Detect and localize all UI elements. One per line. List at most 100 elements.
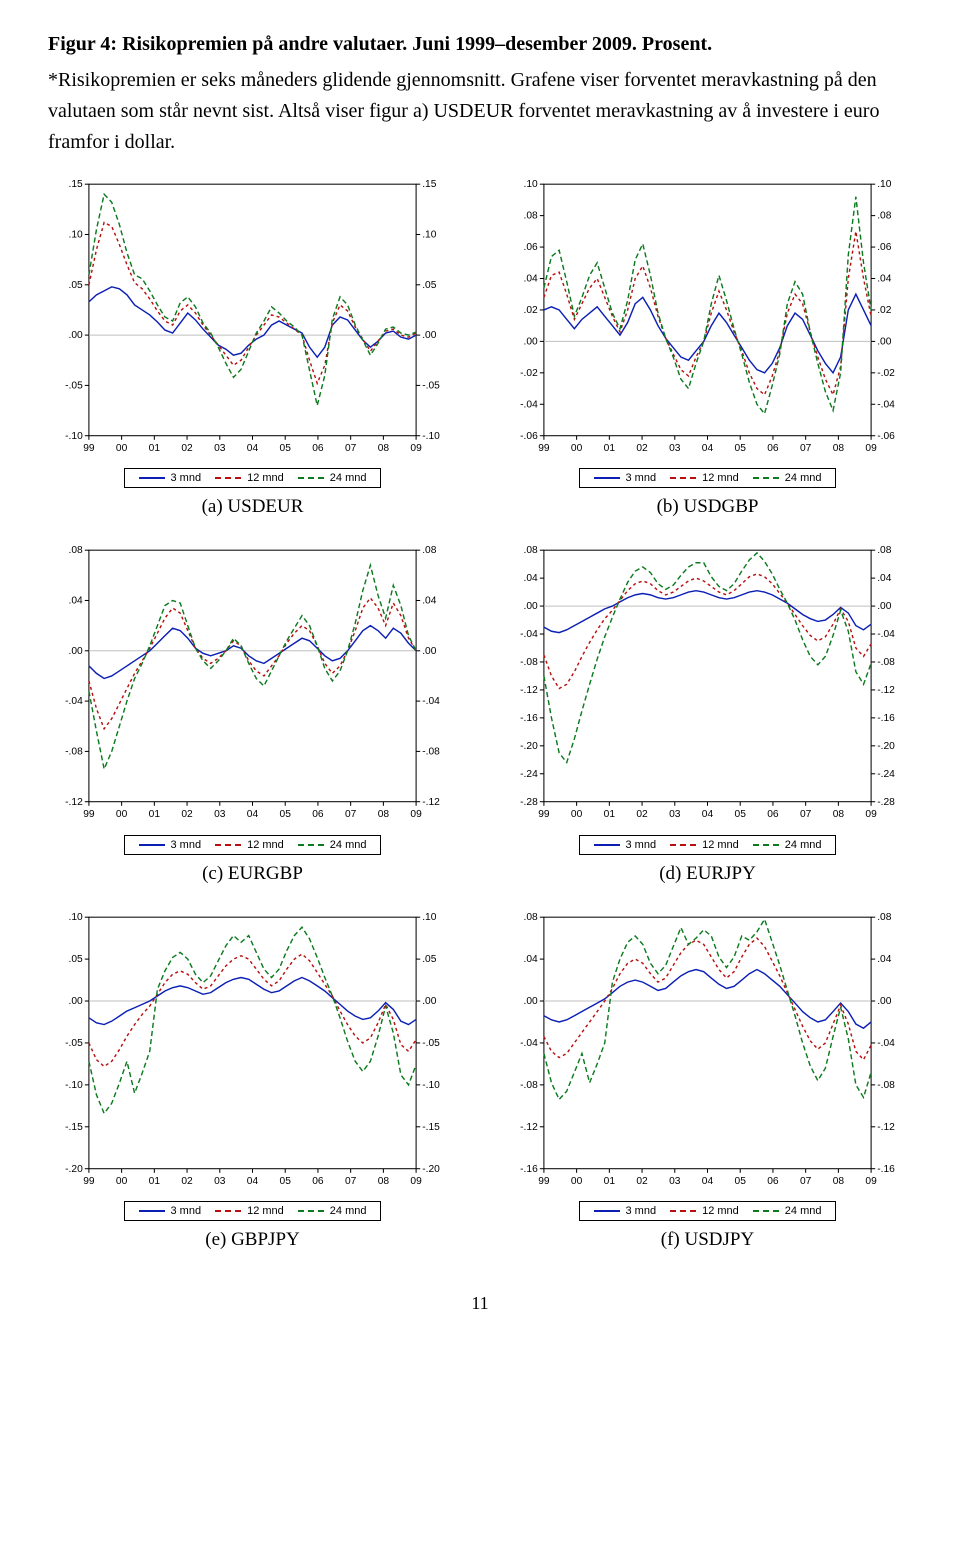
svg-text:.10: .10 [69, 230, 84, 241]
svg-text:00: 00 [571, 443, 583, 454]
legend-label-m3: 3 mnd [171, 472, 202, 484]
svg-text:00: 00 [571, 1176, 583, 1187]
legend-item-m24: 24 mnd [298, 1205, 367, 1217]
chart-svg-usdeur: -.10-.10-.05-.05.00.00.05.05.10.10.15.15… [48, 176, 457, 462]
legend-item-m24: 24 mnd [753, 472, 822, 484]
svg-text:-.16: -.16 [520, 713, 538, 724]
chart-eurgbp: -.12-.12-.08-.08-.04-.04.00.00.04.04.08.… [48, 542, 457, 890]
svg-text:-.12: -.12 [65, 797, 83, 808]
svg-text:-.10: -.10 [422, 1080, 440, 1091]
legend-eurgbp: 3 mnd12 mnd24 mnd [124, 835, 382, 855]
subcaption-eurjpy: (d) EURJPY [503, 863, 912, 885]
legend-swatch-m24 [298, 1210, 324, 1212]
svg-text:03: 03 [669, 809, 681, 820]
legend-label-m3: 3 mnd [626, 472, 657, 484]
svg-text:.05: .05 [69, 280, 84, 291]
legend-usdjpy: 3 mnd 12 mnd 24 mnd [579, 1201, 837, 1221]
svg-text:03: 03 [669, 443, 681, 454]
legend-item-m3: 3 mnd [594, 472, 657, 484]
svg-text:08: 08 [833, 1176, 845, 1187]
svg-text:-.05: -.05 [65, 380, 83, 391]
svg-text:.08: .08 [877, 211, 892, 222]
legend-label-m12: 12 mnd [247, 472, 284, 484]
svg-text:07: 07 [345, 443, 357, 454]
svg-text:-.05: -.05 [65, 1038, 83, 1049]
legend-swatch-m24 [753, 477, 779, 479]
legend-swatch-m3 [139, 477, 165, 479]
chart-svg-usdgbp: -.06-.06-.04-.04-.02-.02.00.00.02.02.04.… [503, 176, 912, 462]
svg-text:.10: .10 [69, 912, 84, 923]
legend-swatch-m3 [594, 477, 620, 479]
svg-text:.00: .00 [69, 996, 84, 1007]
svg-text:-.12: -.12 [520, 1121, 538, 1132]
svg-text:08: 08 [833, 443, 845, 454]
svg-text:05: 05 [280, 1176, 292, 1187]
svg-text:06: 06 [767, 443, 779, 454]
charts-grid: -.10 -.10 -.05 -.05 .00 .00 .05 .05 .10 .10 .15 .15… [48, 176, 912, 1257]
svg-text:-.06: -.06 [877, 431, 895, 442]
legend-label-m12: 12 mnd [247, 839, 284, 851]
svg-text:-.04: -.04 [877, 399, 895, 410]
chart-svg-usdjpy: -.16-.16-.12-.12-.08-.08-.04-.04.00.00.0… [503, 909, 912, 1195]
svg-text:.00: .00 [422, 996, 437, 1007]
legend-label-m12: 12 mnd [702, 1205, 739, 1217]
svg-text:.08: .08 [524, 546, 539, 557]
legend-swatch-m3 [594, 1210, 620, 1212]
legend-item-m24: 24 mnd [753, 1205, 822, 1217]
legend-label-m24: 24 mnd [785, 839, 822, 851]
svg-text:-.08: -.08 [877, 657, 895, 668]
legend-gbpjpy: 3 mnd 12 mnd 24 mnd [124, 1201, 382, 1221]
svg-text:05: 05 [280, 443, 292, 454]
legend-swatch-m12 [670, 1210, 696, 1212]
svg-text:-.10: -.10 [65, 1080, 83, 1091]
svg-text:.15: .15 [422, 179, 437, 190]
svg-text:00: 00 [116, 1176, 128, 1187]
chart-usdjpy: -.16-.16-.12-.12-.08-.08-.04-.04.00.00.0… [503, 909, 912, 1257]
legend-label-m12: 12 mnd [247, 1205, 284, 1217]
svg-text:.00: .00 [422, 330, 437, 341]
legend-label-m3: 3 mnd [626, 1205, 657, 1217]
svg-text:07: 07 [800, 809, 812, 820]
svg-text:-.04: -.04 [422, 696, 440, 707]
svg-text:99: 99 [83, 809, 95, 820]
subcaption-eurgbp: (c) EURGBP [48, 863, 457, 885]
svg-text:03: 03 [214, 443, 226, 454]
svg-text:.04: .04 [422, 596, 437, 607]
legend-item-m3: 3 mnd [139, 472, 202, 484]
legend-item-m12: 12 mnd [670, 472, 739, 484]
svg-text:-.08: -.08 [877, 1080, 895, 1091]
svg-text:02: 02 [181, 443, 193, 454]
svg-text:06: 06 [312, 809, 324, 820]
svg-text:-.15: -.15 [65, 1121, 83, 1132]
svg-text:.04: .04 [877, 274, 892, 285]
svg-text:03: 03 [214, 1176, 226, 1187]
svg-text:07: 07 [800, 443, 812, 454]
svg-text:00: 00 [116, 809, 128, 820]
svg-text:-.04: -.04 [877, 629, 895, 640]
legend-label-m24: 24 mnd [330, 1205, 367, 1217]
svg-text:-.15: -.15 [422, 1121, 440, 1132]
svg-text:.15: .15 [69, 179, 84, 190]
svg-text:.10: .10 [524, 179, 539, 190]
svg-text:01: 01 [604, 1176, 616, 1187]
svg-text:-.08: -.08 [422, 747, 440, 758]
legend-item-m24: 24 mnd [298, 839, 367, 851]
svg-text:-.06: -.06 [520, 431, 538, 442]
legend-item-m3: 3 mnd [139, 1205, 202, 1217]
svg-text:-.12: -.12 [877, 685, 895, 696]
figure-title: Figur 4: Risikopremien på andre valutaer… [48, 30, 912, 59]
svg-text:-.28: -.28 [877, 797, 895, 808]
svg-text:.05: .05 [422, 280, 437, 291]
legend-label-m12: 12 mnd [702, 472, 739, 484]
svg-text:.10: .10 [422, 230, 437, 241]
svg-text:-.04: -.04 [520, 399, 538, 410]
legend-swatch-m24 [753, 844, 779, 846]
svg-text:-.12: -.12 [877, 1121, 895, 1132]
legend-swatch-m12 [215, 477, 241, 479]
chart-gbpjpy: -.20-.20-.15-.15-.10-.10-.05-.05.00.00.0… [48, 909, 457, 1257]
legend-label-m3: 3 mnd [171, 1205, 202, 1217]
svg-text:-.04: -.04 [520, 629, 538, 640]
svg-text:.00: .00 [524, 996, 539, 1007]
legend-swatch-m3 [139, 844, 165, 846]
svg-text:06: 06 [312, 443, 324, 454]
